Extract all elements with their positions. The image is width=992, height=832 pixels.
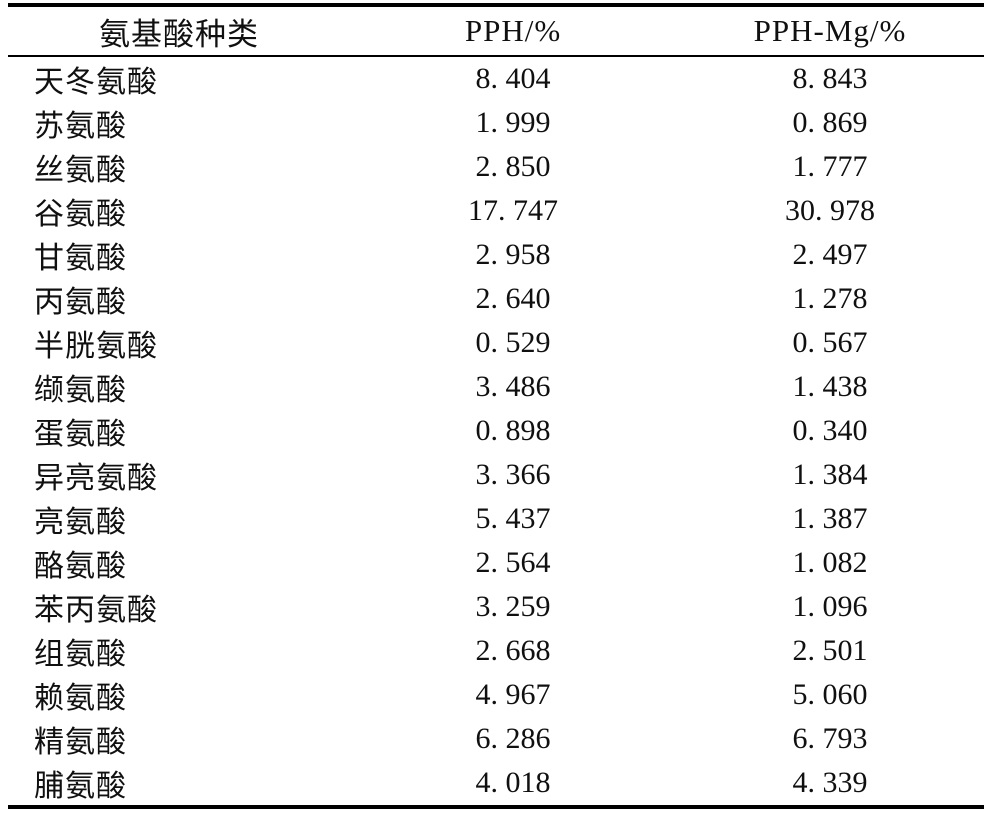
pph-mg-value-cell: 2. 497: [792, 238, 868, 271]
pph-mg-value-cell: 1. 777: [792, 150, 868, 183]
pph-value-cell: 2. 850: [475, 150, 551, 183]
pph-mg-value-cell: 5. 060: [792, 678, 868, 711]
pph-value-cell: 3. 486: [475, 370, 551, 403]
amino-acid-name-cell: 苯丙氨酸: [34, 594, 158, 627]
pph-mg-value-cell: 2. 501: [792, 634, 868, 667]
pph-mg-value-cell: 1. 096: [792, 590, 868, 623]
pph-value-cell: 1. 999: [475, 106, 551, 139]
pph-value-cell: 3. 259: [475, 590, 551, 623]
table-row: 天冬氨酸 8. 404 8. 843: [8, 56, 984, 101]
amino-acid-name-cell: 异亮氨酸: [34, 462, 158, 495]
table-row: 苯丙氨酸 3. 259 1. 096: [8, 585, 984, 629]
table-row: 精氨酸 6. 286 6. 793: [8, 717, 984, 761]
amino-acid-name-cell: 丝氨酸: [34, 154, 127, 187]
amino-acid-name-cell: 赖氨酸: [34, 682, 127, 715]
pph-mg-value-cell: 1. 438: [792, 370, 868, 403]
table-row: 甘氨酸 2. 958 2. 497: [8, 233, 984, 277]
amino-acid-name-cell: 半胱氨酸: [34, 330, 158, 363]
amino-acid-name-cell: 酪氨酸: [34, 550, 127, 583]
table-row: 赖氨酸 4. 967 5. 060: [8, 673, 984, 717]
pph-value-cell: 0. 529: [475, 326, 551, 359]
column-header-pph-mg: PPH-Mg/%: [676, 5, 984, 57]
amino-acid-name-cell: 亮氨酸: [34, 506, 127, 539]
table-row: 半胱氨酸 0. 529 0. 567: [8, 321, 984, 365]
pph-value-cell: 5. 437: [475, 502, 551, 535]
pph-mg-value-cell: 1. 384: [792, 458, 868, 491]
table-header-row: 氨基酸种类 PPH/% PPH-Mg/%: [8, 5, 984, 57]
table-row: 丝氨酸 2. 850 1. 777: [8, 145, 984, 189]
amino-acid-name-cell: 丙氨酸: [34, 286, 127, 319]
amino-acid-name-cell: 脯氨酸: [34, 770, 127, 803]
pph-mg-value-cell: 30. 978: [785, 194, 875, 227]
amino-acid-composition-table: 氨基酸种类 PPH/% PPH-Mg/% 天冬氨酸 8. 404 8. 843 苏氨酸…: [8, 3, 984, 809]
pph-mg-value-cell: 4. 339: [792, 766, 868, 799]
table-row: 异亮氨酸 3. 366 1. 384: [8, 453, 984, 497]
column-header-pph: PPH/%: [350, 5, 676, 57]
table-row: 丙氨酸 2. 640 1. 278: [8, 277, 984, 321]
pph-mg-value-cell: 0. 340: [792, 414, 868, 447]
amino-acid-name-cell: 组氨酸: [34, 638, 127, 671]
table-body: 天冬氨酸 8. 404 8. 843 苏氨酸 1. 999 0. 869 丝氨酸 2. 850…: [8, 56, 984, 807]
amino-acid-name-cell: 天冬氨酸: [34, 66, 158, 99]
pph-mg-value-cell: 8. 843: [792, 62, 868, 95]
pph-mg-value-cell: 1. 387: [792, 502, 868, 535]
pph-value-cell: 17. 747: [468, 194, 558, 227]
amino-acid-name-cell: 甘氨酸: [34, 242, 127, 275]
pph-value-cell: 2. 564: [475, 546, 551, 579]
pph-value-cell: 2. 668: [475, 634, 551, 667]
table-row: 组氨酸 2. 668 2. 501: [8, 629, 984, 673]
pph-value-cell: 8. 404: [475, 62, 551, 95]
pph-mg-value-cell: 0. 567: [792, 326, 868, 359]
amino-acid-name-cell: 蛋氨酸: [34, 418, 127, 451]
pph-mg-value-cell: 6. 793: [792, 722, 868, 755]
table-row: 亮氨酸 5. 437 1. 387: [8, 497, 984, 541]
pph-value-cell: 0. 898: [475, 414, 551, 447]
table-row: 谷氨酸 17. 747 30. 978: [8, 189, 984, 233]
table-row: 蛋氨酸 0. 898 0. 340: [8, 409, 984, 453]
pph-value-cell: 4. 018: [475, 766, 551, 799]
amino-acid-name-cell: 苏氨酸: [34, 110, 127, 143]
amino-acid-name-cell: 精氨酸: [34, 726, 127, 759]
pph-value-cell: 4. 967: [475, 678, 551, 711]
table-row: 缬氨酸 3. 486 1. 438: [8, 365, 984, 409]
pph-value-cell: 2. 640: [475, 282, 551, 315]
pph-value-cell: 2. 958: [475, 238, 551, 271]
pph-mg-value-cell: 1. 082: [792, 546, 868, 579]
amino-acid-name-cell: 谷氨酸: [34, 198, 127, 231]
table-row: 苏氨酸 1. 999 0. 869: [8, 101, 984, 145]
pph-mg-value-cell: 0. 869: [792, 106, 868, 139]
pph-value-cell: 6. 286: [475, 722, 551, 755]
amino-acid-name-cell: 缬氨酸: [34, 374, 127, 407]
pph-value-cell: 3. 366: [475, 458, 551, 491]
pph-mg-value-cell: 1. 278: [792, 282, 868, 315]
table-row: 酪氨酸 2. 564 1. 082: [8, 541, 984, 585]
column-header-amino-acid-type: 氨基酸种类: [8, 5, 350, 57]
table-row: 脯氨酸 4. 018 4. 339: [8, 761, 984, 807]
